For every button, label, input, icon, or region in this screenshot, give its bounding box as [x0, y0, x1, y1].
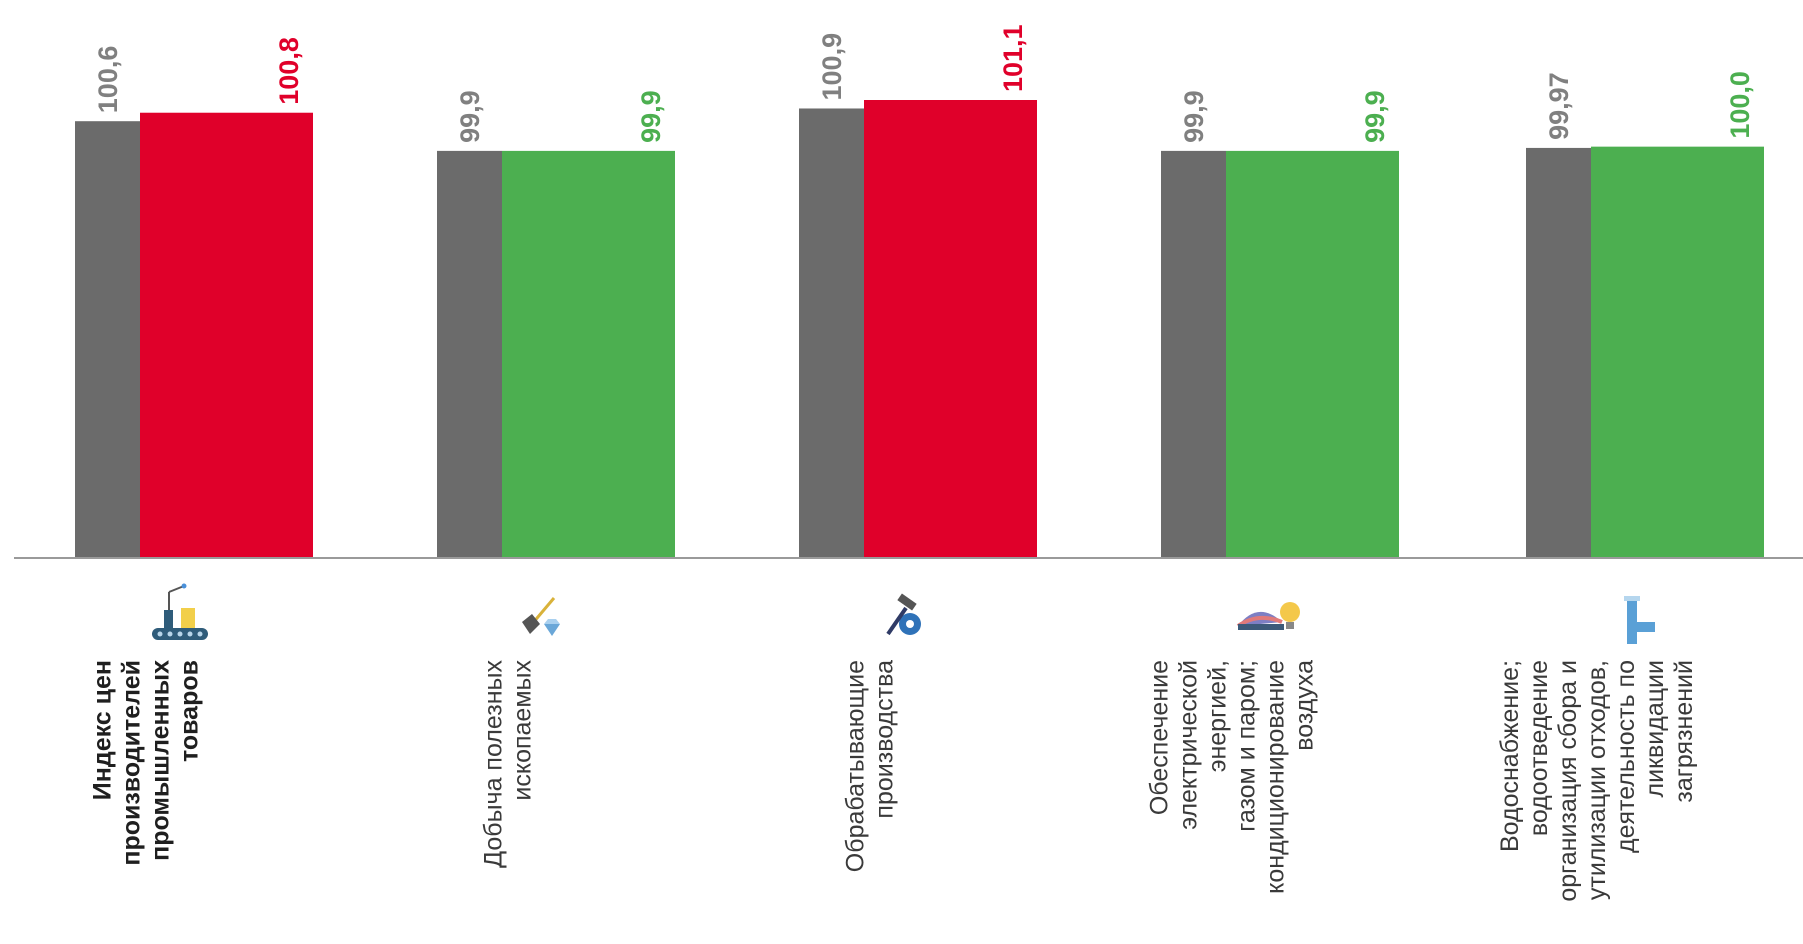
- category-label-line: воздуха: [1291, 660, 1319, 751]
- category-label-line: организация сбора и: [1554, 660, 1582, 902]
- category-label-4: Водоснабжение;водоотведениеорганизация с…: [1496, 660, 1698, 902]
- bar-series1-4: [1526, 148, 1591, 558]
- category-label-line: Водоснабжение;: [1496, 660, 1524, 852]
- category-label-line: производителей: [118, 660, 146, 866]
- data-label-series2-3: 99,9: [1360, 90, 1390, 143]
- data-label-series2-4: 100,0: [1725, 71, 1755, 139]
- category-label-line: загрязнений: [1670, 660, 1698, 803]
- data-label-series2-0: 100,8: [274, 37, 304, 105]
- data-label-series2-2: 101,1: [998, 24, 1028, 92]
- bars-layer: [75, 100, 1764, 558]
- category-label-2: Обрабатывающиепроизводства: [842, 660, 899, 872]
- category-label-line: ликвидации: [1641, 660, 1669, 797]
- bar-series1-3: [1161, 151, 1226, 558]
- data-label-series1-2: 100,9: [817, 33, 847, 101]
- category-label-line: электрической: [1175, 660, 1203, 830]
- category-label-line: Индекс цен: [89, 660, 117, 800]
- category-label-line: утилизации отходов,: [1583, 660, 1611, 900]
- category-label-line: деятельность по: [1612, 660, 1640, 853]
- category-label-line: Обеспечение: [1146, 660, 1174, 815]
- category-label-line: кондиционирование: [1262, 660, 1290, 894]
- category-label-1: Добыча полезныхископаемых: [480, 660, 537, 868]
- bar-series2-2: [864, 100, 1037, 558]
- bar-series1-1: [437, 151, 502, 558]
- hammer-gear-icon: [888, 594, 921, 635]
- data-label-series1-0: 100,6: [93, 46, 123, 114]
- category-label-line: Добыча полезных: [480, 660, 508, 868]
- category-label-0: Индекс ценпроизводителейпромышленныхтова…: [89, 660, 204, 866]
- turbine-lightbulb-icon: [1238, 602, 1300, 630]
- bar-series2-0: [140, 113, 313, 558]
- water-pipe-icon: [1624, 596, 1655, 644]
- data-label-series1-3: 99,9: [1179, 90, 1209, 143]
- category-label-line: товаров: [176, 660, 204, 762]
- category-label-line: водоотведение: [1525, 660, 1553, 836]
- category-label-line: газом и паром;: [1233, 660, 1261, 832]
- data-label-series1-1: 99,9: [455, 90, 485, 143]
- conveyor-robot-arm-icon: [152, 584, 208, 641]
- bar-series1-0: [75, 121, 140, 558]
- category-label-line: ископаемых: [509, 660, 537, 801]
- category-label-3: Обеспечениеэлектрическойэнергией,газом и…: [1146, 660, 1319, 894]
- shovel-diamond-icon: [522, 598, 560, 636]
- data-label-series2-1: 99,9: [636, 90, 666, 143]
- category-label-line: Обрабатывающие: [842, 660, 870, 872]
- category-label-line: производства: [871, 660, 899, 819]
- category-label-line: энергией,: [1204, 660, 1232, 772]
- category-label-line: промышленных: [147, 660, 175, 861]
- bar-series1-2: [799, 108, 864, 558]
- bar-series2-3: [1226, 151, 1399, 558]
- category-icons: [152, 584, 1655, 645]
- data-label-series1-4: 99,97: [1544, 72, 1574, 140]
- bar-series2-4: [1591, 147, 1764, 558]
- bar-series2-1: [502, 151, 675, 558]
